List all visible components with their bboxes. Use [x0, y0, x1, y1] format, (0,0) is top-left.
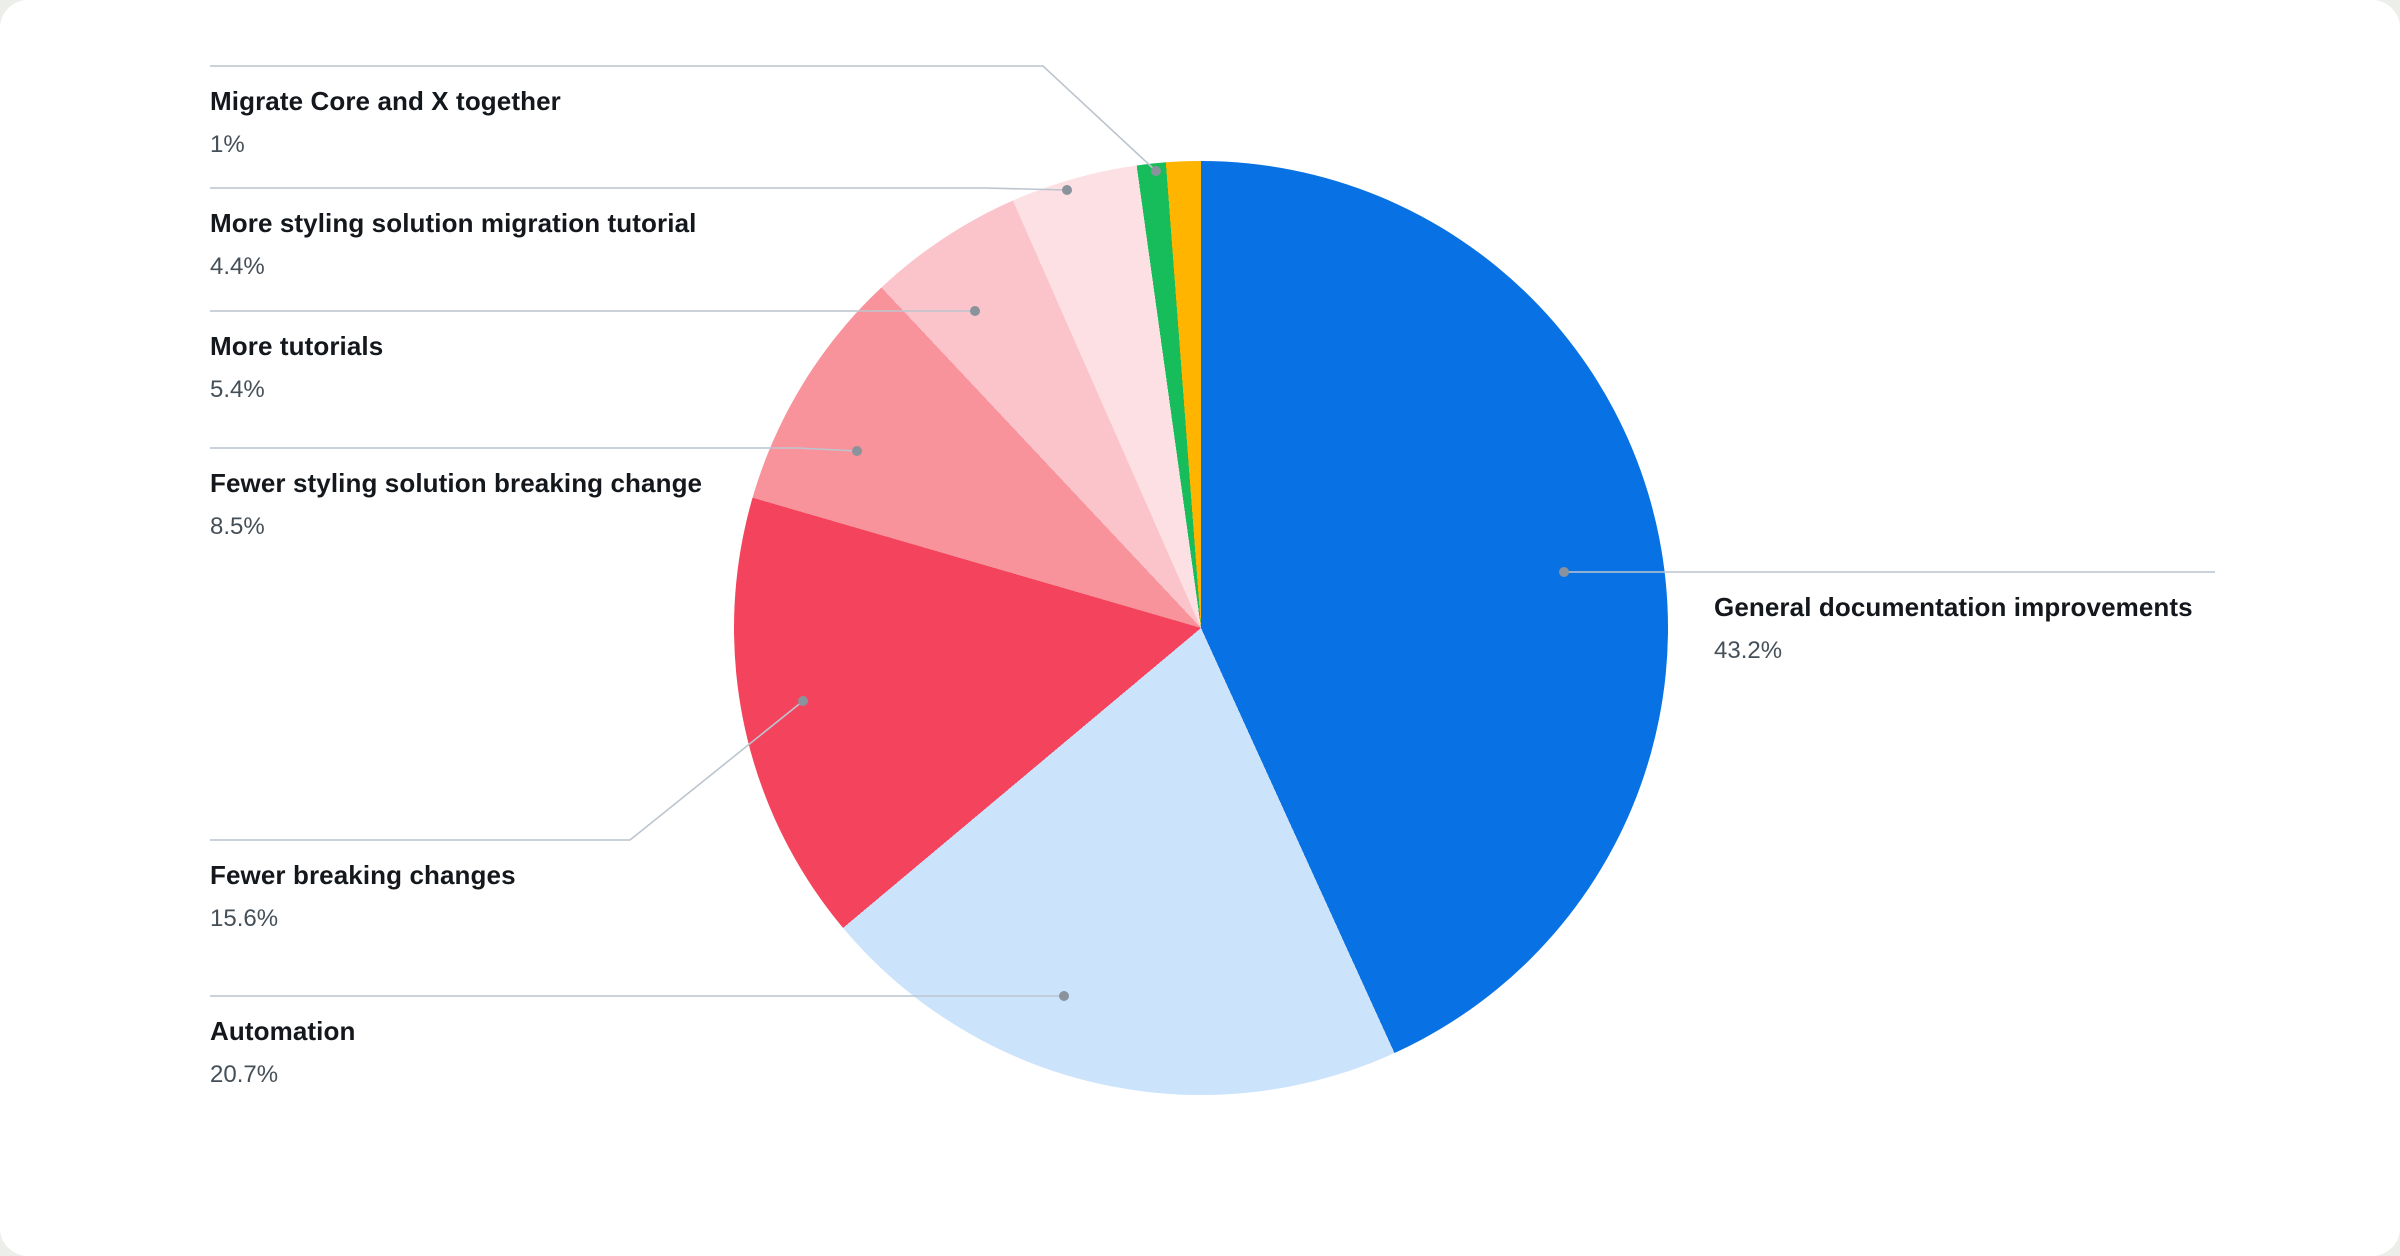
slice-label-percent: 43.2% [1714, 637, 1783, 664]
slice-label-title: Automation [210, 1016, 356, 1046]
slice-label-percent: 8.5% [210, 513, 265, 540]
slice-label-percent: 4.4% [210, 253, 265, 280]
slice-label-migrate-core: Migrate Core and X together 1% [210, 84, 561, 160]
pie-chart[interactable] [734, 161, 1668, 1095]
leader-line-fewer-styling-breaking [210, 447, 858, 452]
slice-label-percent: 5.4% [210, 376, 265, 403]
slice-label-percent: 1% [210, 131, 245, 158]
leader-line-fewer-breaking [210, 700, 804, 841]
slice-label-title: General documentation improvements [1714, 592, 2193, 622]
slice-label-fewer-breaking: Fewer breaking changes 15.6% [210, 858, 516, 934]
slice-label-automation: Automation 20.7% [210, 1014, 355, 1090]
slice-label-title: Migrate Core and X together [210, 86, 561, 116]
slice-label-percent: 15.6% [210, 905, 279, 932]
leader-line-more-styling-tutorial [210, 187, 1068, 191]
slice-label-more-tutorials: More tutorials 5.4% [210, 329, 383, 405]
slice-label-percent: 20.7% [210, 1061, 279, 1088]
slice-label-title: More tutorials [210, 331, 384, 361]
slice-label-title: Fewer styling solution breaking change [210, 468, 703, 498]
slice-label-title: More styling solution migration tutorial [210, 208, 697, 238]
slice-label-title: Fewer breaking changes [210, 860, 516, 890]
slice-label-fewer-styling-breaking: Fewer styling solution breaking change 8… [210, 466, 702, 542]
slice-label-more-styling-tutorial: More styling solution migration tutorial… [210, 206, 696, 282]
slice-label-general-docs: General documentation improvements 43.2% [1714, 590, 2193, 666]
